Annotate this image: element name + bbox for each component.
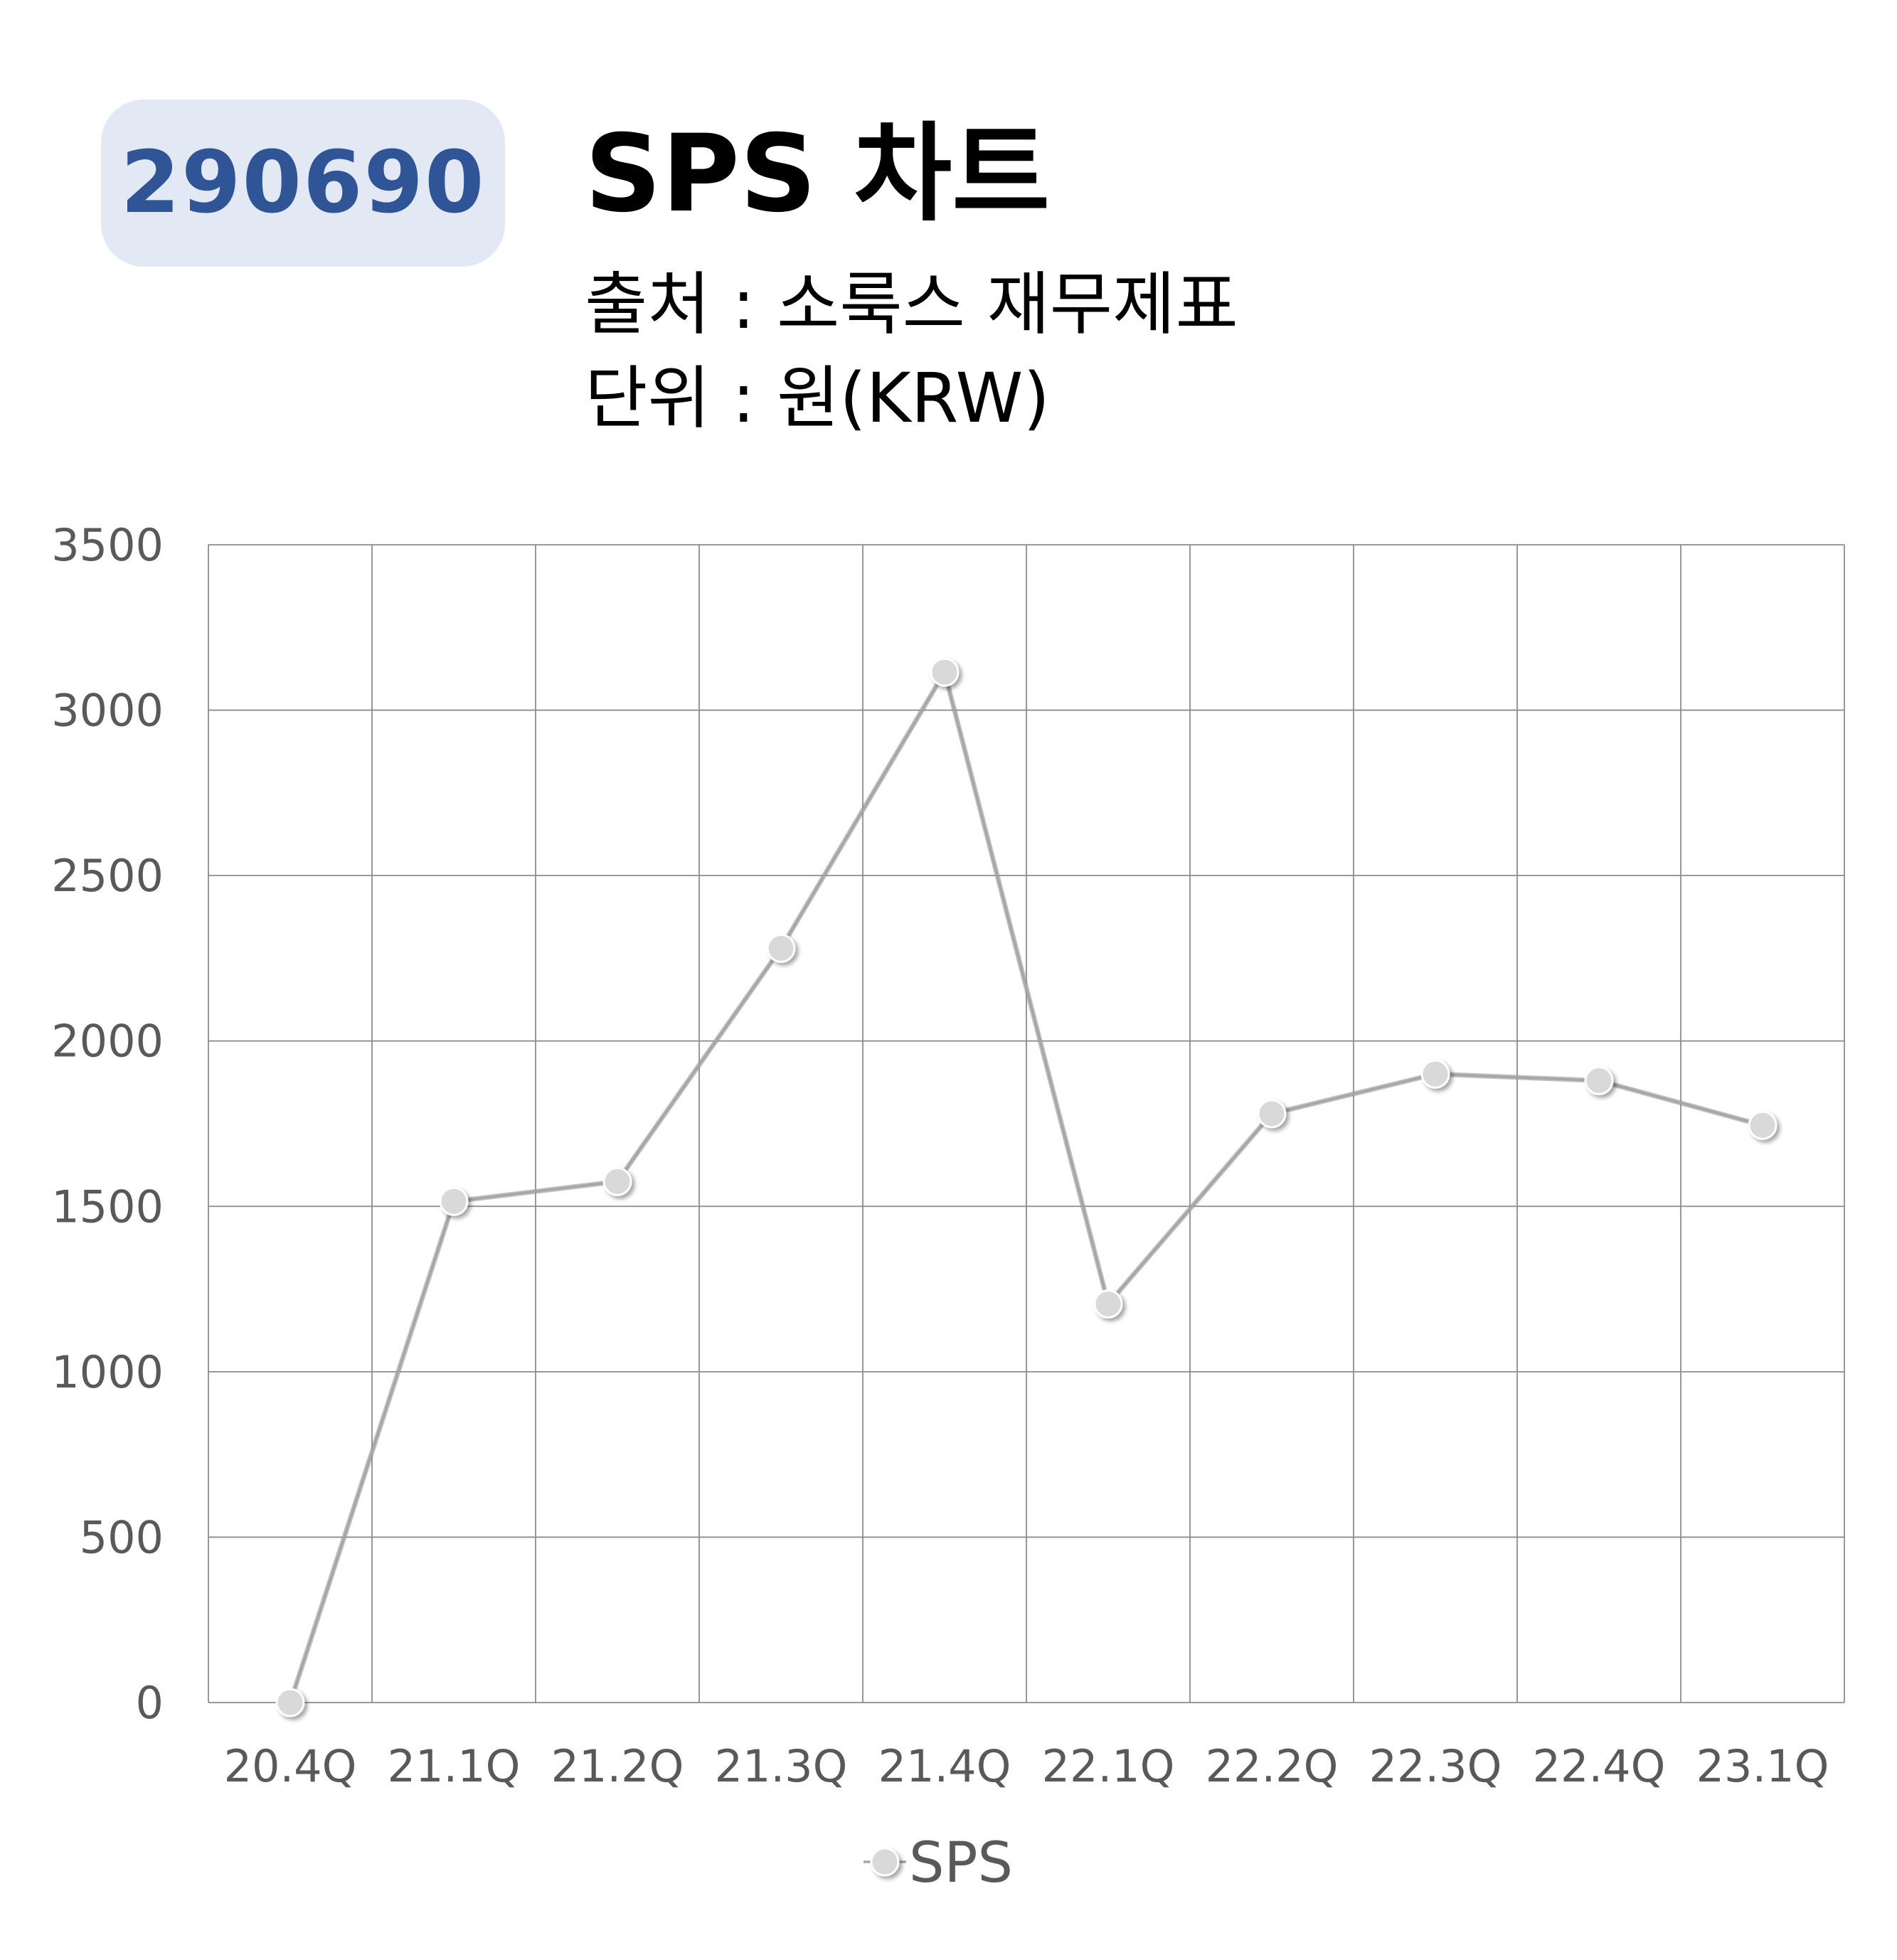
data-point (1420, 1059, 1450, 1089)
x-tick-label: 23.1Q (1696, 1740, 1829, 1792)
data-point (1093, 1289, 1123, 1319)
data-point (1257, 1099, 1287, 1129)
series-line (289, 671, 1763, 1703)
y-tick-label: 2500 (51, 850, 164, 902)
unit-label: 단위 : 원(KRW) (585, 358, 1050, 438)
y-tick-label: 1000 (51, 1346, 164, 1398)
y-axis-ticks: 3500 3000 2500 2000 1500 1000 500 0 (51, 519, 164, 1729)
x-tick-label: 22.1Q (1042, 1740, 1175, 1792)
legend-label: SPS (909, 1831, 1013, 1895)
x-axis-ticks: 20.4Q 21.1Q 21.2Q 21.3Q 21.4Q 22.1Q 22.2Q 22.3Q… (224, 1740, 1829, 1792)
legend: SPS (864, 1831, 1013, 1895)
data-point (439, 1186, 469, 1216)
x-tick-label: 20.4Q (224, 1740, 357, 1792)
y-tick-label: 500 (80, 1511, 164, 1563)
data-point (602, 1166, 632, 1196)
x-tick-label: 21.1Q (388, 1740, 521, 1792)
data-point (766, 933, 796, 963)
legend-marker (870, 1847, 900, 1877)
source-label: 출처 : 소룩스 재무제표 (585, 265, 1238, 344)
data-point (1584, 1066, 1614, 1096)
data-point (1748, 1110, 1778, 1140)
chart-title: SPS 차트 (585, 112, 1051, 236)
x-tick-label: 21.3Q (715, 1740, 848, 1792)
ticker-code: 290690 (120, 134, 486, 233)
y-tick-label: 1500 (51, 1181, 164, 1232)
x-tick-label: 22.4Q (1533, 1740, 1666, 1792)
y-tick-label: 0 (136, 1677, 164, 1729)
x-tick-label: 22.2Q (1206, 1740, 1339, 1792)
data-point (275, 1688, 305, 1717)
data-point (930, 657, 960, 687)
series-sps (275, 657, 1778, 1717)
y-tick-label: 3500 (51, 519, 164, 571)
y-tick-label: 3000 (51, 685, 164, 737)
x-tick-label: 22.3Q (1369, 1740, 1502, 1792)
y-tick-label: 2000 (51, 1016, 164, 1067)
ticker-badge: 290690 (101, 100, 505, 267)
grid-lines (208, 544, 1845, 1703)
x-tick-label: 21.4Q (878, 1740, 1011, 1792)
x-tick-label: 21.2Q (551, 1740, 684, 1792)
